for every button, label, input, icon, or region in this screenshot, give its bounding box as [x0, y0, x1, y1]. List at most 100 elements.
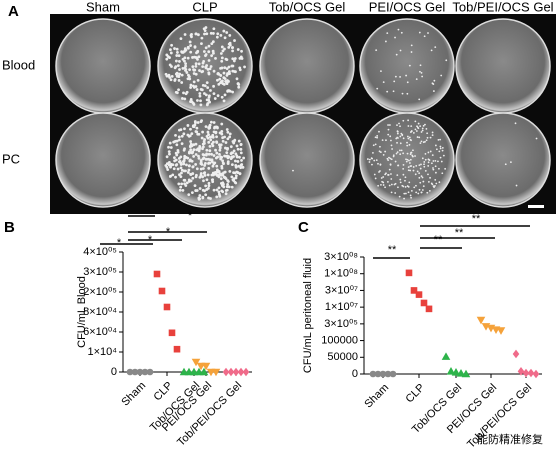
colony	[202, 27, 206, 31]
colony	[234, 165, 238, 169]
colony	[223, 66, 227, 70]
colony	[238, 155, 241, 159]
colony	[401, 184, 404, 187]
data-point	[374, 370, 382, 378]
data-point	[131, 368, 139, 376]
colony	[379, 170, 381, 172]
colony	[175, 163, 179, 166]
colony	[417, 122, 420, 125]
colony	[165, 162, 169, 166]
colony	[187, 73, 190, 77]
colony	[373, 173, 376, 176]
colony	[219, 33, 223, 37]
colony	[510, 161, 512, 164]
colony	[202, 50, 206, 53]
colony	[215, 151, 219, 155]
colony	[440, 160, 443, 163]
colony	[164, 72, 168, 76]
colony	[190, 144, 194, 148]
colony	[210, 152, 213, 156]
colony	[415, 184, 417, 187]
colony	[390, 183, 393, 186]
significance-label: *	[117, 237, 122, 249]
colony	[414, 173, 417, 176]
colony	[399, 153, 402, 156]
row-label: PC	[2, 151, 20, 166]
colony	[238, 57, 242, 60]
colony	[222, 29, 226, 33]
colony	[207, 59, 211, 62]
colony	[420, 163, 422, 166]
watermark: 能防精准修复	[477, 432, 543, 446]
colony	[424, 158, 427, 161]
colony	[381, 139, 384, 141]
data-point	[153, 270, 161, 278]
data-point	[461, 369, 471, 378]
colony	[207, 140, 211, 144]
colony	[394, 192, 397, 194]
colony	[514, 122, 517, 125]
colony	[434, 184, 436, 187]
colony	[418, 136, 421, 139]
colony	[406, 135, 409, 138]
colony	[169, 162, 173, 166]
colony	[230, 163, 234, 167]
colony	[390, 191, 393, 194]
colony	[223, 176, 227, 180]
colony	[186, 156, 190, 160]
colony	[219, 177, 223, 181]
colony	[205, 32, 209, 36]
colony	[180, 50, 184, 54]
data-point	[126, 368, 134, 376]
colony	[194, 62, 198, 66]
colony	[387, 128, 390, 131]
colony	[216, 155, 219, 159]
colony	[406, 152, 409, 155]
colony	[240, 159, 243, 162]
colony	[180, 73, 184, 77]
colony	[438, 150, 441, 153]
colony	[231, 151, 234, 155]
colony	[398, 195, 401, 198]
colony	[410, 151, 413, 154]
data-point	[415, 291, 423, 298]
colony	[222, 71, 226, 75]
colony	[183, 56, 187, 60]
colony	[221, 173, 225, 177]
colony	[382, 153, 385, 156]
colony	[221, 139, 225, 143]
colony	[409, 138, 412, 141]
colony	[379, 151, 382, 154]
colony	[191, 176, 195, 180]
colony	[215, 195, 219, 199]
petri-dish	[359, 18, 455, 114]
colony	[189, 148, 193, 152]
colony	[210, 135, 214, 139]
colony	[212, 51, 215, 55]
colony	[180, 142, 184, 146]
colony	[207, 184, 211, 188]
colony	[225, 151, 229, 155]
colony	[445, 59, 448, 62]
colony	[183, 154, 187, 158]
colony	[200, 119, 203, 123]
colony	[190, 151, 194, 155]
x-tick-label: Sham	[362, 382, 391, 411]
colony	[169, 51, 173, 55]
colony	[427, 161, 430, 164]
colony	[169, 48, 172, 52]
colony	[504, 163, 507, 166]
colony	[185, 181, 189, 185]
colony	[430, 162, 433, 165]
colony	[384, 186, 386, 189]
colony	[399, 76, 401, 78]
data-point	[456, 369, 466, 377]
colony	[375, 159, 378, 162]
colony	[402, 152, 405, 155]
colony	[377, 162, 379, 165]
colony	[224, 57, 228, 61]
colony	[424, 152, 427, 155]
colony	[431, 131, 434, 134]
colony	[197, 132, 201, 136]
colony	[173, 159, 177, 163]
